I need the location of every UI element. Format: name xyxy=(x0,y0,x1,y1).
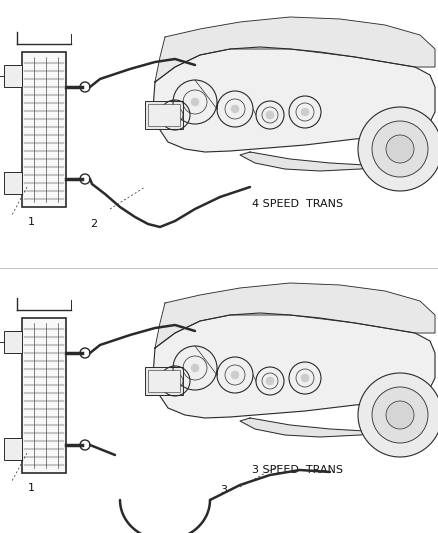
Bar xyxy=(4,65,22,87)
Bar xyxy=(22,318,66,473)
Bar xyxy=(4,172,22,194)
Polygon shape xyxy=(153,47,435,152)
Text: 1: 1 xyxy=(28,217,35,227)
Circle shape xyxy=(266,377,274,385)
Circle shape xyxy=(191,364,199,372)
Circle shape xyxy=(386,135,414,163)
Polygon shape xyxy=(155,283,435,348)
Text: 3 SPEED  TRANS: 3 SPEED TRANS xyxy=(252,465,343,475)
Polygon shape xyxy=(153,313,435,418)
Bar xyxy=(22,52,66,207)
Text: 3: 3 xyxy=(220,485,227,495)
Circle shape xyxy=(301,108,309,116)
Circle shape xyxy=(358,107,438,191)
Text: 1: 1 xyxy=(28,483,35,493)
Circle shape xyxy=(372,387,428,443)
Bar xyxy=(145,101,183,129)
Circle shape xyxy=(231,105,239,113)
Circle shape xyxy=(301,374,309,382)
Circle shape xyxy=(191,98,199,106)
Circle shape xyxy=(171,377,179,385)
Polygon shape xyxy=(240,398,435,437)
Text: 2: 2 xyxy=(90,219,97,229)
Bar xyxy=(4,438,22,460)
Circle shape xyxy=(231,371,239,379)
Circle shape xyxy=(266,111,274,119)
Bar xyxy=(148,104,180,126)
Circle shape xyxy=(372,121,428,177)
Bar xyxy=(145,367,183,395)
Text: 4 SPEED  TRANS: 4 SPEED TRANS xyxy=(252,199,343,209)
Circle shape xyxy=(386,401,414,429)
Circle shape xyxy=(358,373,438,457)
Polygon shape xyxy=(240,132,435,171)
Polygon shape xyxy=(155,17,435,82)
Circle shape xyxy=(171,111,179,119)
Bar xyxy=(148,370,180,392)
Bar xyxy=(4,331,22,353)
